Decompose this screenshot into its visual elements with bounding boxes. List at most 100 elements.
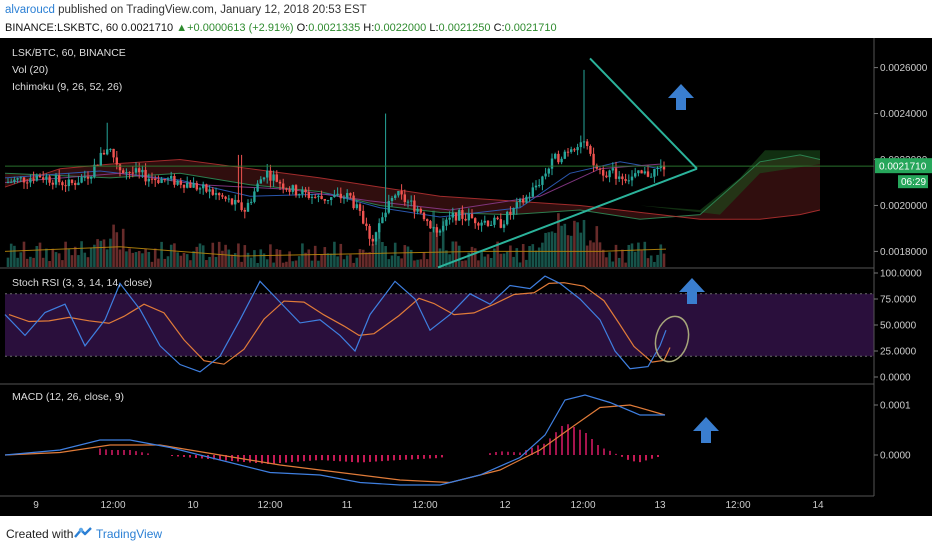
macd-histogram-bar — [645, 455, 647, 461]
macd-histogram-bar — [531, 447, 533, 455]
lagging-line — [4, 246, 667, 257]
price-tick-label: 0.0026000 — [880, 63, 928, 74]
candle-body — [304, 189, 307, 193]
tradingview-link[interactable]: TradingView — [96, 527, 163, 541]
volume-legend: Vol (20) — [12, 64, 49, 76]
candle-body — [32, 178, 35, 181]
price-tick-label: 0.0018000 — [880, 247, 928, 258]
volume-bar — [589, 240, 592, 267]
change-value: +0.0000613 (+2.91%) — [187, 22, 294, 34]
volume-bar — [105, 249, 109, 267]
macd-histogram-bar — [627, 455, 629, 460]
candle-body — [141, 169, 144, 173]
candle-body — [493, 217, 496, 225]
volume-bar — [480, 250, 483, 267]
chart-area[interactable]: 9 12:00 10 12:00 11 12:00 12 12:00 13 12:00 14 0.00… — [0, 38, 932, 516]
macd-histogram-bar — [117, 450, 119, 455]
volume-bar — [432, 210, 435, 267]
macd-histogram-bar — [111, 450, 113, 455]
volume-bar — [653, 261, 656, 267]
volume-bar — [51, 248, 55, 267]
author-link[interactable]: alvaroucd — [5, 4, 55, 16]
volume-bar — [515, 248, 519, 267]
candle-body — [262, 177, 266, 180]
macd-histogram-bar — [363, 455, 365, 463]
volume-bar — [195, 246, 199, 267]
volume-bar — [64, 241, 67, 267]
volume-bar — [214, 256, 218, 267]
volume-bar — [86, 257, 90, 267]
candle-body — [368, 225, 371, 239]
candle-body — [435, 227, 438, 233]
volume-bar — [326, 253, 330, 267]
volume-bar — [35, 245, 39, 267]
open-value: 0.0021335 — [308, 22, 361, 34]
candle-body — [528, 196, 531, 198]
candle-body — [282, 183, 285, 189]
candle-body — [58, 175, 61, 183]
volume-bar — [32, 257, 35, 267]
volume-bar — [211, 242, 215, 267]
macd-histogram-bar — [429, 455, 431, 459]
volume-bar — [291, 261, 295, 267]
volume-bar — [99, 240, 103, 267]
candle-body — [285, 188, 288, 190]
volume-bar — [547, 232, 551, 267]
macd-histogram-bar — [615, 453, 617, 455]
candle-body — [102, 152, 106, 155]
macd-histogram-bar — [507, 451, 509, 455]
volume-bar — [144, 248, 147, 267]
volume-bar — [240, 261, 243, 267]
candle-body — [496, 217, 499, 220]
candle-body — [173, 175, 176, 185]
volume-bar — [374, 238, 378, 267]
candle-body — [611, 168, 614, 171]
volume-bar — [637, 242, 640, 267]
candle-body — [576, 147, 579, 151]
candle-body — [538, 184, 541, 186]
senkou-a-line — [4, 154, 821, 220]
candle-body — [518, 198, 522, 203]
volume-bar — [25, 258, 29, 267]
macd-histogram-bar — [267, 455, 269, 464]
volume-bar — [259, 249, 263, 267]
countdown-value: 06:29 — [901, 177, 926, 188]
candle-body — [147, 178, 150, 182]
stoch-tick-label: 75.0000 — [880, 295, 917, 306]
volume-bar — [262, 253, 266, 267]
candle-body — [301, 189, 304, 195]
volume-bar — [403, 245, 407, 267]
volume-bar — [358, 249, 362, 267]
stoch-tick-label: 0.0000 — [880, 373, 911, 384]
candle-body — [83, 176, 86, 178]
high-value: 0.0022000 — [374, 22, 427, 34]
candle-body — [307, 192, 310, 198]
volume-bar — [22, 241, 26, 267]
candle-body — [294, 185, 298, 196]
volume-bar — [157, 258, 160, 267]
countdown-badge — [898, 175, 928, 189]
candle-body — [413, 200, 416, 212]
price-badge-value: 0.0021710 — [879, 162, 927, 173]
candle-body — [394, 195, 397, 198]
candle-body — [13, 179, 16, 182]
candle-body — [61, 182, 64, 186]
volume-bar — [656, 254, 659, 267]
candle-body — [93, 164, 96, 177]
volume-bar — [537, 247, 541, 267]
candle-body — [582, 141, 586, 143]
ichimoku-cloud-red — [5, 154, 820, 220]
candle-body — [26, 182, 29, 184]
volume-bar — [115, 232, 119, 267]
volume-bar — [464, 260, 467, 267]
volume-bar — [512, 256, 515, 267]
candle-body — [182, 184, 186, 188]
volume-bar — [189, 260, 192, 267]
volume-bar — [246, 252, 250, 267]
tradingview-logo-icon — [74, 527, 92, 538]
candle-body — [438, 230, 442, 233]
volume-bar — [297, 256, 301, 267]
candle-body — [550, 158, 554, 169]
volume-bar — [230, 254, 234, 267]
volume-bar — [611, 261, 615, 267]
